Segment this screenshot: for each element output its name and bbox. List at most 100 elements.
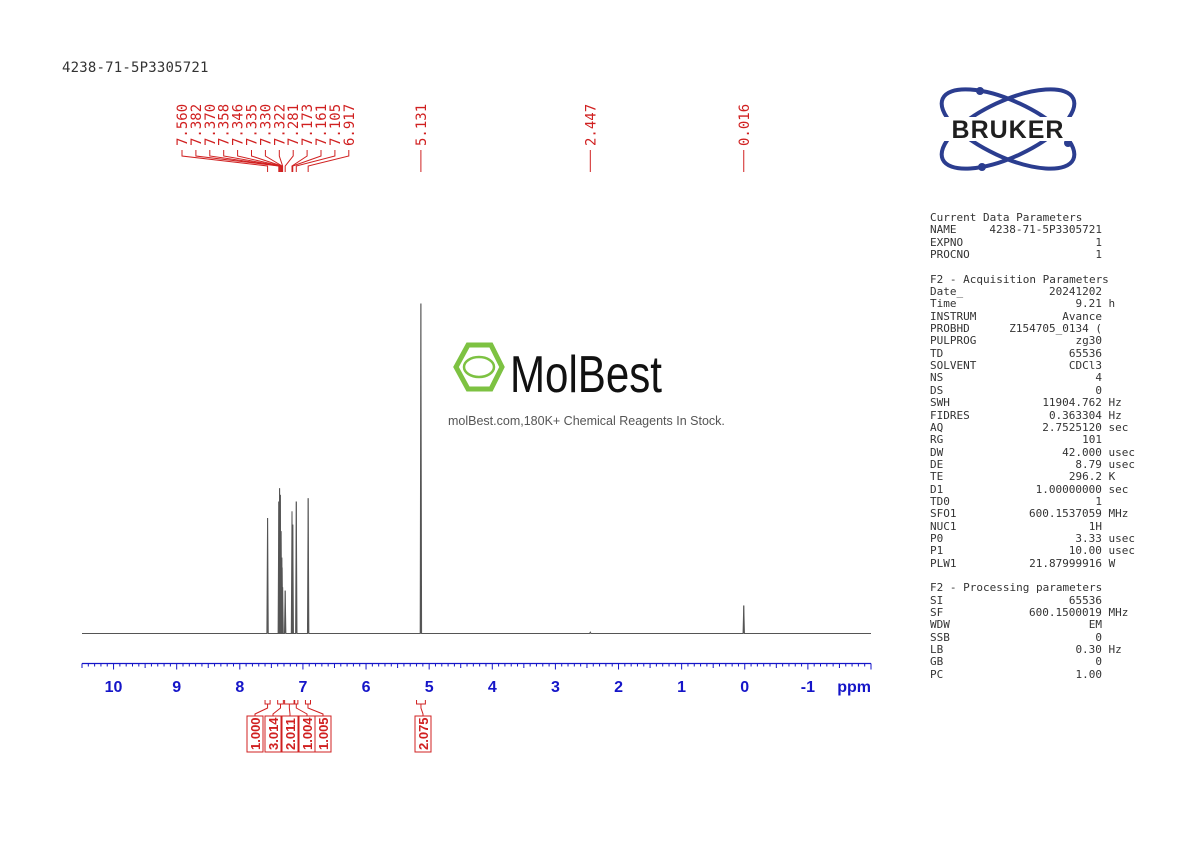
integral-value: 1.000 — [248, 717, 263, 750]
param-value: 0 — [1095, 655, 1102, 669]
param-key: Date_ — [930, 285, 964, 299]
peak-labels: 7.5607.3827.3707.3587.3467.3357.3307.322… — [175, 104, 753, 172]
x-tick-label: 10 — [105, 679, 123, 696]
peak-label: 7.370 — [203, 104, 219, 146]
peak-label: 7.173 — [300, 104, 316, 146]
param-value: 4 — [1095, 371, 1102, 385]
x-tick-label: 1 — [677, 679, 686, 696]
x-tick-label: 8 — [235, 679, 244, 696]
peak-label-leader — [264, 150, 283, 172]
integral-box — [264, 715, 282, 753]
peak-label: 7.560 — [175, 104, 191, 146]
param-key: TE — [930, 470, 944, 484]
peak-label: 7.281 — [286, 104, 302, 146]
peak-label-leader — [251, 150, 283, 172]
param-value: 0 — [1095, 630, 1102, 644]
integral-box — [414, 715, 432, 753]
peak-label: 6.917 — [342, 104, 358, 146]
param-value: 1 — [1095, 494, 1102, 508]
integral-labels: 1.000 3.014 2.011 1.004 1.005 2.075 — [246, 700, 432, 753]
param-value: 1 — [1095, 235, 1102, 249]
peak-label-leader — [278, 150, 284, 172]
x-axis-label: ppm — [837, 679, 871, 696]
peak-label-leader — [181, 150, 269, 172]
peak-label-leader — [223, 150, 281, 172]
x-tick-label: 9 — [172, 679, 181, 696]
integral-value: 1.005 — [316, 717, 331, 750]
param-key: D1 — [930, 482, 944, 496]
integral-leader — [307, 704, 324, 716]
peak-label: 2.447 — [583, 104, 599, 146]
peak-label: 5.131 — [414, 104, 430, 146]
peak-label-leader — [237, 150, 282, 172]
integral-leader — [254, 704, 269, 716]
param-value: 600.1500019 MHz — [1029, 606, 1129, 619]
peak-label: 7.382 — [189, 104, 205, 146]
integral-box — [314, 715, 332, 753]
x-axis: 10 9 8 7 6 5 4 3 2 1 0 -1 ppm — [81, 662, 872, 696]
param-key: SF — [930, 606, 944, 619]
peak-label: 0.016 — [737, 104, 753, 146]
param-value: 20241202 — [1049, 285, 1102, 299]
param-key: FIDRES — [930, 408, 970, 422]
integral-leader — [420, 704, 424, 716]
sample-id-label: 4238-71-5P3305721 — [62, 60, 209, 76]
integral-bracket — [416, 700, 426, 705]
peak-label-leader — [307, 150, 350, 172]
peak-label: 7.105 — [328, 104, 344, 146]
molbest-brand: MolBest — [510, 346, 662, 400]
param-key: DS — [930, 383, 944, 397]
param-value: zg30 — [1075, 334, 1103, 348]
param-key: P0 — [930, 531, 944, 545]
param-key: SOLVENT — [930, 359, 977, 373]
param-key: P1 — [930, 544, 944, 558]
bruker-wordmark: BRUKER — [952, 116, 1065, 144]
x-tick-label: 7 — [298, 679, 307, 696]
param-value: 4238-71-5P3305721 — [989, 223, 1102, 237]
param-key: TD — [930, 346, 944, 360]
param-key: TD0 — [930, 494, 950, 508]
peak-label-leader — [195, 150, 280, 172]
peak-label-leader — [209, 150, 281, 172]
param-key: EXPNO — [930, 235, 964, 249]
processing-params-title: F2 - Processing parameters — [930, 581, 1103, 595]
param-value: 3.33 usec — [1075, 531, 1135, 545]
benzene-ring-icon — [453, 342, 505, 392]
x-tick-label: 0 — [740, 679, 749, 696]
param-key: PULPROG — [930, 334, 977, 348]
param-value: 296.2 K — [1068, 470, 1116, 484]
param-key: NAME — [930, 223, 957, 237]
param-value: 10.00 usec — [1068, 544, 1135, 558]
peak-label: 7.161 — [314, 104, 330, 146]
param-key: DW — [930, 445, 944, 459]
param-value: Z154705_0134 ( — [1009, 322, 1102, 336]
param-value: 0.30 Hz — [1075, 643, 1122, 657]
bruker-logo: BRUKER — [926, 87, 1090, 171]
peak-label: 7.335 — [245, 104, 261, 146]
param-key: DE — [930, 457, 944, 471]
peak-label: 7.322 — [272, 104, 288, 146]
peak-label-leader — [291, 150, 308, 172]
param-value: 21.87999916 W — [1029, 556, 1116, 570]
param-value: 0.363304 Hz — [1048, 408, 1122, 422]
integral-bracket — [264, 700, 271, 705]
peak-label: 7.330 — [258, 104, 274, 146]
x-tick-label: 3 — [551, 679, 560, 696]
integral-box — [246, 715, 264, 753]
integral-leader — [295, 704, 308, 716]
param-value: 1.00000000 sec — [1035, 482, 1129, 496]
param-value: 2.7525120 sec — [1042, 420, 1129, 434]
param-key: RG — [930, 433, 944, 447]
integral-bracket — [304, 700, 311, 705]
param-key: PROBHD — [930, 322, 970, 336]
param-value: 600.1537059 MHz — [1029, 507, 1129, 521]
integral-value: 2.011 — [283, 718, 298, 750]
spectrum-trace — [82, 303, 871, 634]
integral-box — [281, 715, 299, 753]
integral-bracket — [294, 700, 299, 705]
param-value: 65536 — [1068, 593, 1102, 607]
peak-label-leader — [295, 150, 336, 172]
param-value: 9.21 h — [1075, 297, 1116, 311]
param-value: 1 — [1095, 248, 1102, 262]
